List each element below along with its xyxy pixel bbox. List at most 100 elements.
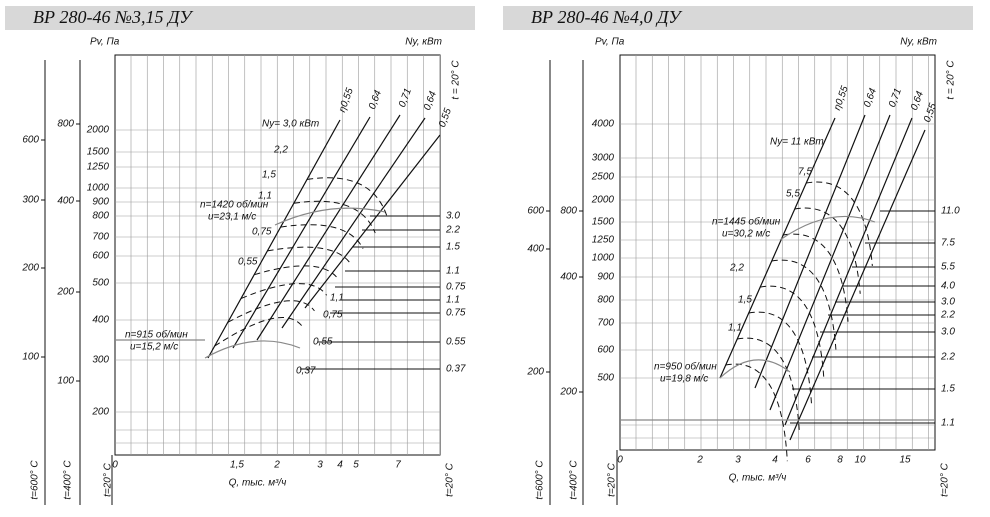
inner-scale-label: 800 bbox=[560, 206, 577, 217]
efficiency-line bbox=[754, 114, 866, 389]
inner-scale-label: 100 bbox=[57, 376, 74, 387]
efficiency-line bbox=[769, 114, 891, 411]
x-tick-label: 3 bbox=[317, 460, 323, 471]
efficiency-label: η0,55 bbox=[832, 84, 851, 112]
efficiency-line bbox=[256, 114, 401, 341]
temp-label: t=20° С bbox=[445, 462, 456, 497]
annotation: 1,1 bbox=[330, 293, 344, 304]
y-tick-label: 700 bbox=[92, 232, 109, 243]
outer-scale-label: 400 bbox=[527, 244, 544, 255]
power-curve bbox=[240, 283, 328, 299]
annotation: 0,55 bbox=[313, 337, 333, 348]
right-label: 0.75 bbox=[446, 282, 466, 293]
annotation: 1,1 bbox=[728, 323, 742, 334]
outer-scale-label: 600 bbox=[527, 206, 544, 217]
title-bar bbox=[5, 6, 475, 30]
outer-scale-label: 100 bbox=[22, 352, 39, 363]
outer-scale-label: 300 bbox=[22, 195, 39, 206]
x-tick-label: 4 bbox=[337, 460, 343, 471]
y-tick-label: 1250 bbox=[592, 235, 615, 246]
y-tick-label: 800 bbox=[92, 211, 109, 222]
efficiency-line bbox=[304, 134, 441, 309]
efficiency-line bbox=[789, 129, 926, 441]
y-tick-label: 500 bbox=[92, 278, 109, 289]
x-tick-label: 2 bbox=[696, 455, 703, 466]
y-tick-label: 600 bbox=[92, 251, 109, 262]
annotation: 0,37 bbox=[296, 366, 316, 377]
annotation: 2,2 bbox=[729, 263, 744, 274]
right-label: 1.1 bbox=[941, 418, 955, 429]
y-tick-label: 500 bbox=[597, 373, 614, 384]
right-label: 0.75 bbox=[446, 308, 466, 319]
y-tick-label: 2000 bbox=[86, 125, 110, 136]
x-axis-label: Q, тыс. м³/ч bbox=[729, 473, 787, 484]
annotation: 1,5 bbox=[262, 170, 276, 181]
y-tick-label: 800 bbox=[597, 295, 614, 306]
right-label: 0.37 bbox=[446, 364, 466, 375]
y-tick-label: 900 bbox=[92, 197, 109, 208]
inner-scale-label: 400 bbox=[57, 196, 74, 207]
inner-scale-label: 800 bbox=[57, 119, 74, 130]
x-tick-label: 3 bbox=[735, 455, 741, 466]
outer-scale-label: 600 bbox=[22, 135, 39, 146]
y-tick-label: 1000 bbox=[87, 183, 110, 194]
right-label: 3.0 bbox=[941, 297, 955, 308]
inner-scale-label: 200 bbox=[559, 387, 577, 398]
temp-label: t = 20° С bbox=[946, 60, 957, 100]
y-tick-label: 4000 bbox=[592, 119, 615, 130]
right-label: 1.5 bbox=[446, 242, 460, 253]
annotation: 0,75 bbox=[323, 310, 343, 321]
system-curve bbox=[779, 215, 876, 241]
power-curve bbox=[267, 246, 352, 265]
temp-label: t=600° С bbox=[30, 460, 41, 500]
efficiency-label: 0,64 bbox=[367, 88, 384, 110]
annotation: n=915 об/мин bbox=[125, 329, 188, 341]
efficiency-line bbox=[281, 117, 426, 329]
outer-scale-label: 200 bbox=[526, 367, 544, 378]
efficiency-label: 0,71 bbox=[887, 87, 904, 109]
annotation: n=950 об/мин bbox=[654, 361, 717, 373]
temp-label: t=600° С bbox=[535, 460, 546, 500]
efficiency-label: 0,64 bbox=[862, 86, 879, 108]
right-label: 4.0 bbox=[941, 281, 955, 292]
power-curve bbox=[794, 207, 861, 294]
outer-scale-label: 200 bbox=[21, 263, 39, 274]
annotation: Ny= 11 кВт bbox=[770, 137, 824, 148]
y-tick-label: 2500 bbox=[591, 172, 615, 183]
y-tick-label: 1500 bbox=[592, 217, 615, 228]
annotation: u=30,2 м/с bbox=[722, 229, 770, 240]
annotation: u=19,8 м/с bbox=[660, 374, 708, 385]
power-curve bbox=[783, 233, 849, 322]
annotation: 0,55 bbox=[238, 257, 258, 268]
right-label: 5.5 bbox=[941, 262, 955, 273]
temp-label: t=400° С bbox=[63, 460, 74, 500]
annotation: 1,1 bbox=[258, 191, 272, 202]
efficiency-label: 0,71 bbox=[397, 87, 414, 109]
x-tick-label: 6 bbox=[805, 455, 811, 466]
x-tick-label: 7 bbox=[395, 460, 401, 471]
panel-title: ВР 280-46 №3,15 ДУ bbox=[33, 7, 193, 27]
x-tick-label: 5 bbox=[353, 460, 359, 471]
y-tick-label: 600 bbox=[597, 345, 614, 356]
annotation: n=1420 об/мин bbox=[200, 199, 269, 211]
inner-scale-label: 400 bbox=[560, 272, 577, 283]
x-tick-label: 2 bbox=[273, 460, 280, 471]
power-curve bbox=[214, 316, 303, 347]
temp-label: t=20° С bbox=[607, 462, 618, 497]
temp-label: t=20° С bbox=[103, 462, 114, 497]
power-curve bbox=[254, 265, 340, 281]
system-curve bbox=[204, 340, 301, 359]
right-label: 1.1 bbox=[446, 295, 460, 306]
y-tick-label: 400 bbox=[92, 315, 109, 326]
annotation: u=23,1 м/с bbox=[208, 212, 256, 223]
efficiency-label: 0,64 bbox=[909, 89, 926, 111]
pv-label: Pv, Па bbox=[595, 37, 625, 48]
y-tick-label: 1000 bbox=[592, 253, 615, 264]
y-tick-label: 900 bbox=[597, 272, 614, 283]
efficiency-label: 0,55 bbox=[922, 101, 939, 123]
annotation: 0,75 bbox=[252, 227, 272, 238]
y-tick-label: 2000 bbox=[591, 195, 615, 206]
efficiency-line bbox=[719, 117, 836, 379]
right-label: 2.2 bbox=[940, 352, 955, 363]
